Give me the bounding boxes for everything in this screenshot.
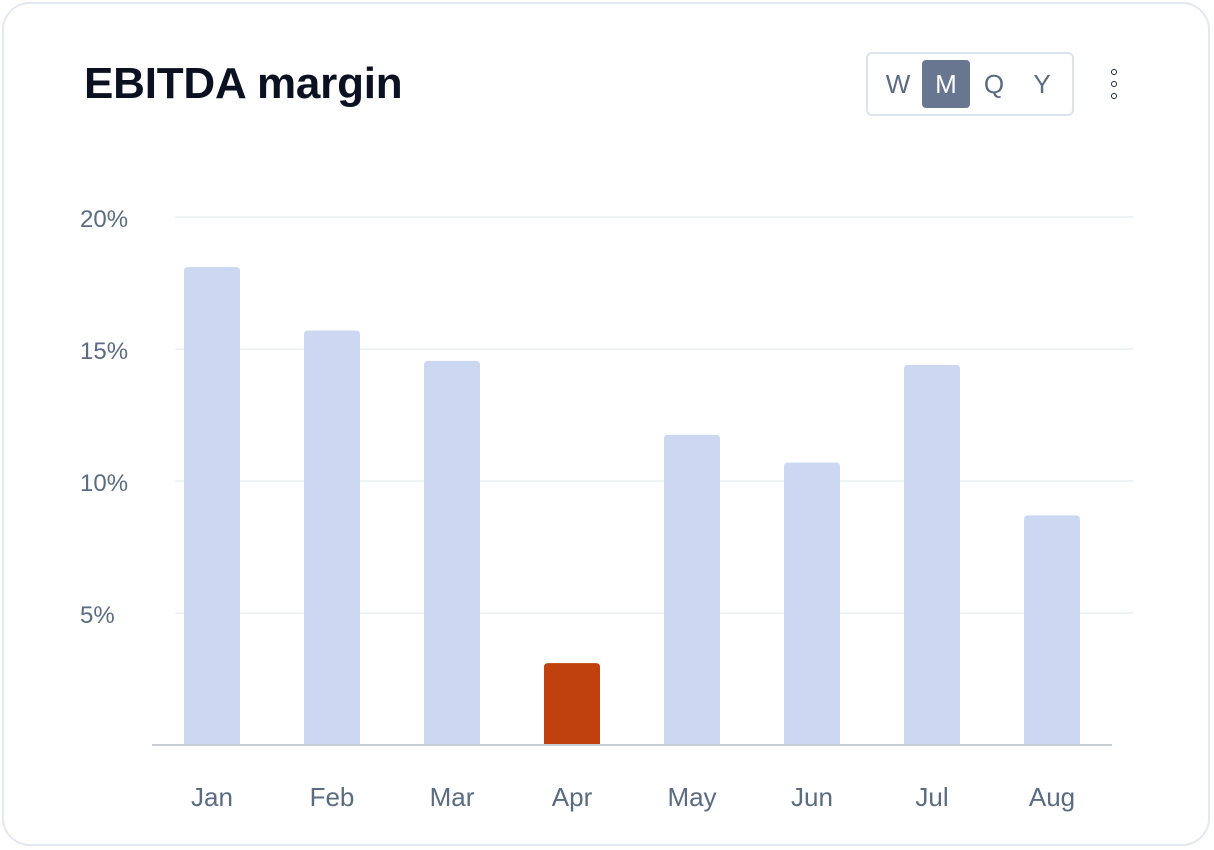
y-tick-label: 20% — [80, 206, 128, 233]
x-tick-label: Jan — [191, 782, 233, 812]
period-option-m[interactable]: M — [922, 60, 970, 108]
bar-aug — [1024, 515, 1080, 745]
bar-jan — [184, 267, 240, 745]
x-tick-label: Mar — [430, 782, 475, 812]
more-dot — [1111, 81, 1117, 87]
bar-may — [664, 434, 720, 745]
period-option-q[interactable]: Q — [983, 68, 1005, 99]
more-dot — [1111, 93, 1117, 99]
x-tick-label: Feb — [310, 782, 355, 812]
card-title: EBITDA margin — [84, 59, 403, 108]
more-vertical-icon[interactable] — [1100, 62, 1128, 106]
x-tick-label: Aug — [1029, 782, 1075, 812]
bar-apr — [544, 663, 600, 745]
y-tick-label: 15% — [80, 338, 128, 365]
x-tick-label: Apr — [552, 782, 593, 812]
period-option-w[interactable]: W — [885, 68, 911, 99]
period-option-y[interactable]: Y — [1033, 68, 1051, 99]
bar-jul — [904, 364, 960, 745]
bar-mar — [424, 360, 480, 745]
x-tick-label: May — [667, 782, 716, 812]
bar-jun — [784, 462, 840, 745]
x-tick-label: Jul — [915, 782, 948, 812]
y-tick-label: 10% — [80, 470, 128, 497]
x-tick-label: Jun — [791, 782, 833, 812]
more-dot — [1111, 69, 1117, 75]
y-tick-label: 5% — [80, 602, 115, 629]
period-toggle: W M Q Y — [866, 52, 1074, 116]
bar-feb — [304, 330, 360, 745]
